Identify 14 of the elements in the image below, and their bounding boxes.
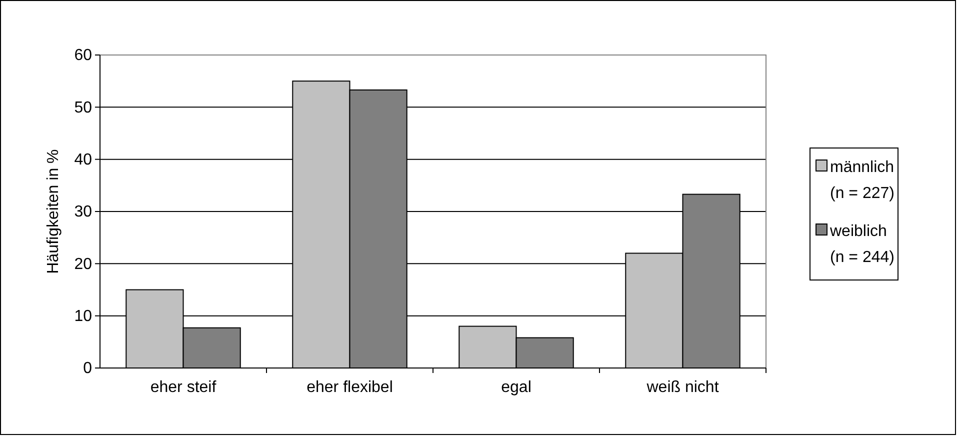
legend-label: männlich (n = 227) [830, 159, 894, 202]
y-tick-label: 50 [74, 99, 92, 116]
y-tick-label: 10 [74, 308, 92, 325]
x-tick-label: eher steif [150, 379, 217, 396]
y-tick-label: 40 [74, 151, 92, 168]
y-tick-label: 20 [74, 256, 92, 273]
y-axis-title: Häufigkeiten in % [45, 149, 62, 274]
x-tick-label: egal [501, 379, 532, 396]
x-tick-label: eher flexibel [306, 379, 393, 396]
y-tick-label: 0 [83, 360, 92, 378]
y-tick-label: 60 [74, 47, 92, 64]
x-tick-label: weiß nicht [646, 379, 720, 396]
legend-label: weiblich (n = 244) [829, 223, 894, 266]
y-tick-label: 30 [74, 204, 92, 221]
